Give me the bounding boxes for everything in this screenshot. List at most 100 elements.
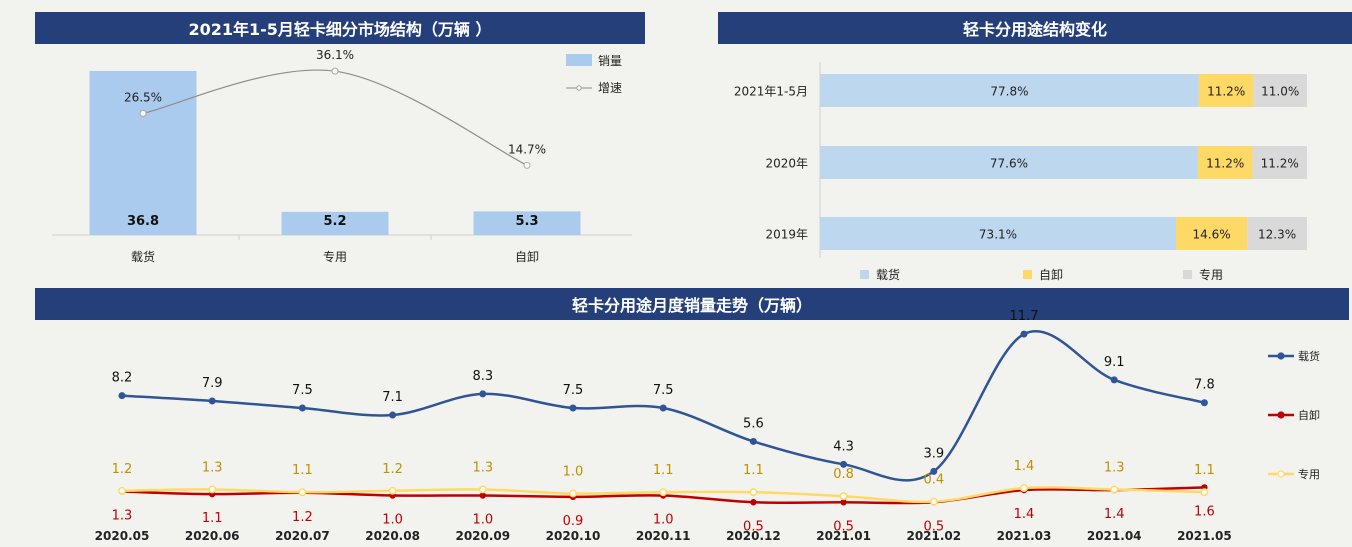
- chart3-label-0-8: 4.3: [833, 439, 854, 454]
- chart3-point-2-10: [1020, 484, 1028, 493]
- chart3-point-2-9: [929, 497, 938, 506]
- chart3-category-1: 2020.06: [185, 529, 240, 543]
- chart3-category-0: 2020.05: [95, 529, 150, 543]
- chart2-title-banner: 轻卡分用途结构变化: [718, 12, 1352, 44]
- chart2-category-0: 2021年1-5月: [734, 85, 808, 99]
- chart2-legend-label-1: 自卸: [1039, 267, 1063, 282]
- chart3-label-0-7: 5.6: [743, 416, 764, 431]
- chart2-bar-1-0: [820, 146, 1198, 179]
- chart3-label-0-11: 9.1: [1104, 355, 1125, 370]
- chart3-point-2-8: [839, 492, 848, 501]
- chart3-point-2-5: [569, 489, 577, 498]
- chart2-bar-label-1-1: 11.2%: [1206, 157, 1244, 171]
- chart3-label-2-2: 1.1: [292, 463, 313, 478]
- chart3-legend-marker-0: [1277, 352, 1285, 360]
- chart1-bar-1: [281, 211, 389, 235]
- chart3-point-1-7: [750, 499, 757, 506]
- chart3-label-1-10: 1.4: [1014, 507, 1035, 522]
- chart3-category-5: 2020.10: [546, 529, 601, 543]
- chart2-legend-swatch-2: [1183, 270, 1192, 279]
- chart2-legend-label-0: 载货: [876, 267, 900, 282]
- chart2-category-2: 2019年: [765, 228, 808, 242]
- chart3-label-2-0: 1.2: [112, 462, 133, 477]
- chart3-category-9: 2021.02: [906, 529, 961, 543]
- chart1-growth-point-0: [139, 109, 147, 117]
- chart2-legend-swatch-1: [1023, 270, 1032, 279]
- chart3-label-0-3: 7.1: [382, 390, 403, 405]
- chart3-point-0-2: [298, 404, 306, 412]
- chart3-point-0-9: [930, 467, 938, 475]
- chart3-point-2-0: [118, 486, 126, 495]
- chart3-legend-marker-2: [1277, 470, 1285, 478]
- chart3-title: 轻卡分用途月度销量走势（万辆）: [571, 296, 812, 315]
- chart3-label-1-8: 0.5: [833, 519, 854, 534]
- chart3-label-2-4: 1.3: [472, 460, 493, 475]
- chart3-point-0-12: [1200, 399, 1208, 407]
- chart3-category-2: 2020.07: [275, 529, 330, 543]
- chart3-point-2-7: [749, 488, 758, 497]
- chart3-category-3: 2020.08: [365, 529, 420, 543]
- chart3-category-7: 2020.12: [726, 529, 781, 543]
- chart1-growth-label-1: 36.1%: [316, 48, 354, 62]
- chart2-title: 轻卡分用途结构变化: [962, 20, 1107, 39]
- chart3-label-0-0: 8.2: [112, 371, 133, 386]
- chart3-label-1-5: 0.9: [563, 514, 584, 529]
- chart1-legend-line-label: 增速: [598, 81, 622, 95]
- chart1-category-1: 专用: [323, 249, 347, 264]
- chart2-bar-2-2: [1247, 217, 1307, 250]
- chart2-bar-0-2: [1253, 74, 1307, 107]
- chart3-category-10: 2021.03: [997, 529, 1052, 543]
- chart3-point-2-12: [1200, 488, 1209, 497]
- chart1-bar-label-2: 5.3: [515, 214, 538, 229]
- chart2-bar-label-2-1: 14.6%: [1192, 228, 1230, 242]
- chart3-label-2-3: 1.2: [382, 462, 403, 477]
- chart1-growth-label-2: 14.7%: [508, 142, 546, 156]
- chart1-bar-2: [473, 211, 581, 235]
- chart3-point-0-6: [659, 404, 667, 412]
- chart2-legend-label-2: 专用: [1199, 267, 1223, 282]
- chart3-label-0-1: 7.9: [202, 376, 223, 391]
- chart1-growth-label-0: 26.5%: [124, 90, 162, 104]
- chart1-title-banner: 2021年1-5月轻卡细分市场结构（万辆 ）: [35, 12, 645, 44]
- chart2-bar-label-1-2: 11.2%: [1261, 157, 1299, 171]
- chart3-legend-label-2: 专用: [1298, 467, 1320, 481]
- chart3-label-2-12: 1.1: [1194, 463, 1215, 478]
- chart2-bar-label-0-0: 77.8%: [990, 85, 1028, 99]
- chart3-label-1-11: 1.4: [1104, 507, 1125, 522]
- chart1-legend-bar-swatch: [566, 54, 592, 66]
- chart2-bar-0-1: [1198, 74, 1254, 107]
- chart3-label-2-11: 1.3: [1104, 460, 1125, 475]
- chart3-label-1-3: 1.0: [382, 513, 403, 528]
- chart3-label-1-2: 1.2: [292, 510, 313, 525]
- chart3-label-1-7: 0.5: [743, 519, 764, 534]
- chart3-label-2-10: 1.4: [1014, 459, 1035, 474]
- chart3-legend-label-1: 自卸: [1298, 408, 1320, 422]
- chart3-label-0-2: 7.5: [292, 383, 313, 398]
- chart2-bar-1-1: [1197, 146, 1253, 179]
- chart1-category-2: 自卸: [515, 249, 539, 264]
- chart3-point-2-6: [659, 488, 668, 497]
- chart1-bar-label-0: 36.8: [127, 214, 159, 229]
- chart3-point-1-8: [840, 499, 847, 506]
- chart1-category-0: 载货: [131, 249, 155, 264]
- chart3-point-0-3: [389, 411, 397, 419]
- chart3-label-0-5: 7.5: [563, 383, 584, 398]
- chart3-label-2-8: 0.8: [833, 467, 854, 482]
- chart3-label-1-12: 1.6: [1194, 504, 1215, 519]
- chart3-point-0-0: [118, 392, 126, 400]
- chart3-point-1-4: [479, 492, 486, 499]
- chart3-point-2-3: [388, 486, 397, 495]
- chart3-point-0-4: [479, 390, 487, 398]
- chart3-label-1-9: 0.5: [923, 519, 944, 534]
- chart3-label-2-6: 1.1: [653, 463, 674, 478]
- chart3-label-1-0: 1.3: [112, 508, 133, 523]
- chart2-bar-label-2-2: 12.3%: [1258, 228, 1296, 242]
- chart3-legend-label-0: 载货: [1298, 349, 1320, 363]
- chart3-label-2-1: 1.3: [202, 460, 223, 475]
- chart3-point-0-10: [1020, 330, 1028, 338]
- chart3-label-1-6: 1.0: [653, 513, 674, 528]
- chart3-point-0-11: [1110, 376, 1118, 384]
- chart3-label-0-6: 7.5: [653, 383, 674, 398]
